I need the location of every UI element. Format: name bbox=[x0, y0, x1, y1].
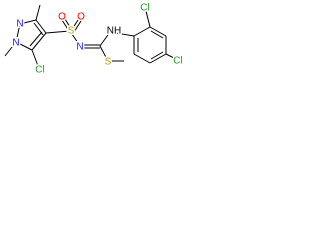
atom-label: N bbox=[12, 38, 19, 49]
bond bbox=[33, 22, 44, 36]
bond bbox=[133, 26, 151, 37]
bond bbox=[29, 31, 43, 47]
methyl-bond bbox=[4, 41, 17, 57]
bond bbox=[31, 49, 39, 67]
atom-label: N bbox=[16, 19, 23, 30]
bond bbox=[165, 53, 177, 60]
atom-label: O bbox=[58, 12, 66, 23]
atom-labels: N N Cl S O O N NH S Cl Cl bbox=[11, 1, 184, 77]
atom-label: Cl bbox=[173, 56, 182, 67]
bond bbox=[149, 26, 167, 37]
bond bbox=[133, 53, 151, 64]
bond bbox=[150, 30, 164, 39]
bond bbox=[145, 10, 151, 28]
bond bbox=[73, 20, 82, 33]
bond bbox=[149, 53, 167, 64]
bond bbox=[15, 41, 33, 51]
atom-label: Cl bbox=[35, 65, 44, 76]
atom-label: NH bbox=[107, 26, 121, 37]
bond bbox=[61, 19, 70, 32]
bond bbox=[69, 30, 81, 47]
bond bbox=[109, 31, 135, 37]
bond bbox=[64, 18, 73, 31]
atom-label: Cl bbox=[140, 3, 149, 14]
atom-label: N bbox=[76, 42, 83, 53]
bond bbox=[15, 23, 21, 43]
bond bbox=[99, 45, 109, 62]
structure-diagram: N N Cl S O O N NH S Cl Cl bbox=[4, 1, 184, 77]
atom-label: S bbox=[68, 26, 75, 37]
bonds bbox=[4, 4, 177, 67]
bond bbox=[35, 19, 47, 34]
atom-label: S bbox=[105, 57, 112, 68]
bond bbox=[150, 51, 164, 60]
bond bbox=[70, 19, 79, 32]
atom-label: O bbox=[77, 12, 85, 23]
bond bbox=[19, 19, 37, 25]
methyl-bond bbox=[35, 4, 41, 21]
bond bbox=[31, 32, 47, 51]
bond bbox=[45, 30, 71, 34]
bond bbox=[99, 31, 111, 47]
